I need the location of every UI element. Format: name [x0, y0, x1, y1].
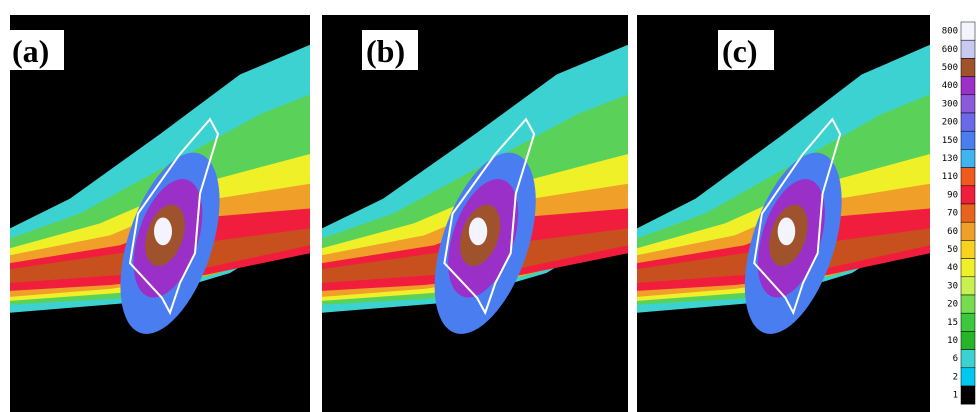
colorbar-swatch [961, 168, 975, 186]
panel-label: (b) [366, 33, 405, 69]
colorbar-label: 200 [942, 118, 958, 128]
colorbar-label: 50 [947, 245, 958, 255]
colorbar-swatch [961, 77, 975, 95]
colorbar-swatch [961, 259, 975, 277]
panel-label: (a) [12, 33, 49, 69]
colorbar-label: 110 [942, 172, 958, 182]
colorbar-label: 400 [942, 81, 958, 91]
colorbar-swatch [961, 186, 975, 204]
colorbar-swatch [961, 386, 975, 404]
colorbar-label: 60 [947, 227, 958, 237]
colorbar-swatch [961, 350, 975, 368]
panel-label: (c) [722, 33, 758, 69]
colorbar-swatch [961, 295, 975, 313]
map-panel [637, 15, 930, 412]
colorbar-swatch [961, 277, 975, 295]
colorbar-label: 800 [942, 27, 958, 37]
figure: (a)(b)(c) 800600500400300200150130110907… [0, 0, 977, 412]
colorbar-label: 2 [953, 372, 958, 382]
colorbar-label: 70 [947, 209, 958, 219]
colorbar-swatch [961, 113, 975, 131]
colorbar-swatch [961, 40, 975, 58]
colorbar-swatch [961, 331, 975, 349]
map-panel [322, 15, 628, 412]
colorbar-label: 20 [947, 300, 958, 310]
colorbar-swatch [961, 240, 975, 258]
colorbar-label: 40 [947, 263, 958, 273]
colorbar-swatch [961, 58, 975, 76]
colorbar-label: 30 [947, 281, 958, 291]
colorbar-label: 6 [953, 354, 958, 364]
colorbar-swatch [961, 222, 975, 240]
colorbar-swatch [961, 204, 975, 222]
colorbar-swatch [961, 313, 975, 331]
colorbar-label: 10 [947, 336, 958, 346]
map-panel [10, 15, 310, 412]
colorbar-swatch [961, 131, 975, 149]
colorbar-label: 600 [942, 45, 958, 55]
colorbar-label: 15 [947, 318, 958, 328]
colorbar-label: 300 [942, 99, 958, 109]
colorbar-swatch [961, 149, 975, 167]
colorbar-label: 1 [953, 391, 958, 401]
colorbar-swatch [961, 368, 975, 386]
colorbar-label: 500 [942, 63, 958, 73]
colorbar-swatch [961, 22, 975, 40]
colorbar-label: 90 [947, 190, 958, 200]
colorbar-swatch [961, 95, 975, 113]
colorbar-label: 130 [942, 154, 958, 164]
colorbar-label: 150 [942, 136, 958, 146]
